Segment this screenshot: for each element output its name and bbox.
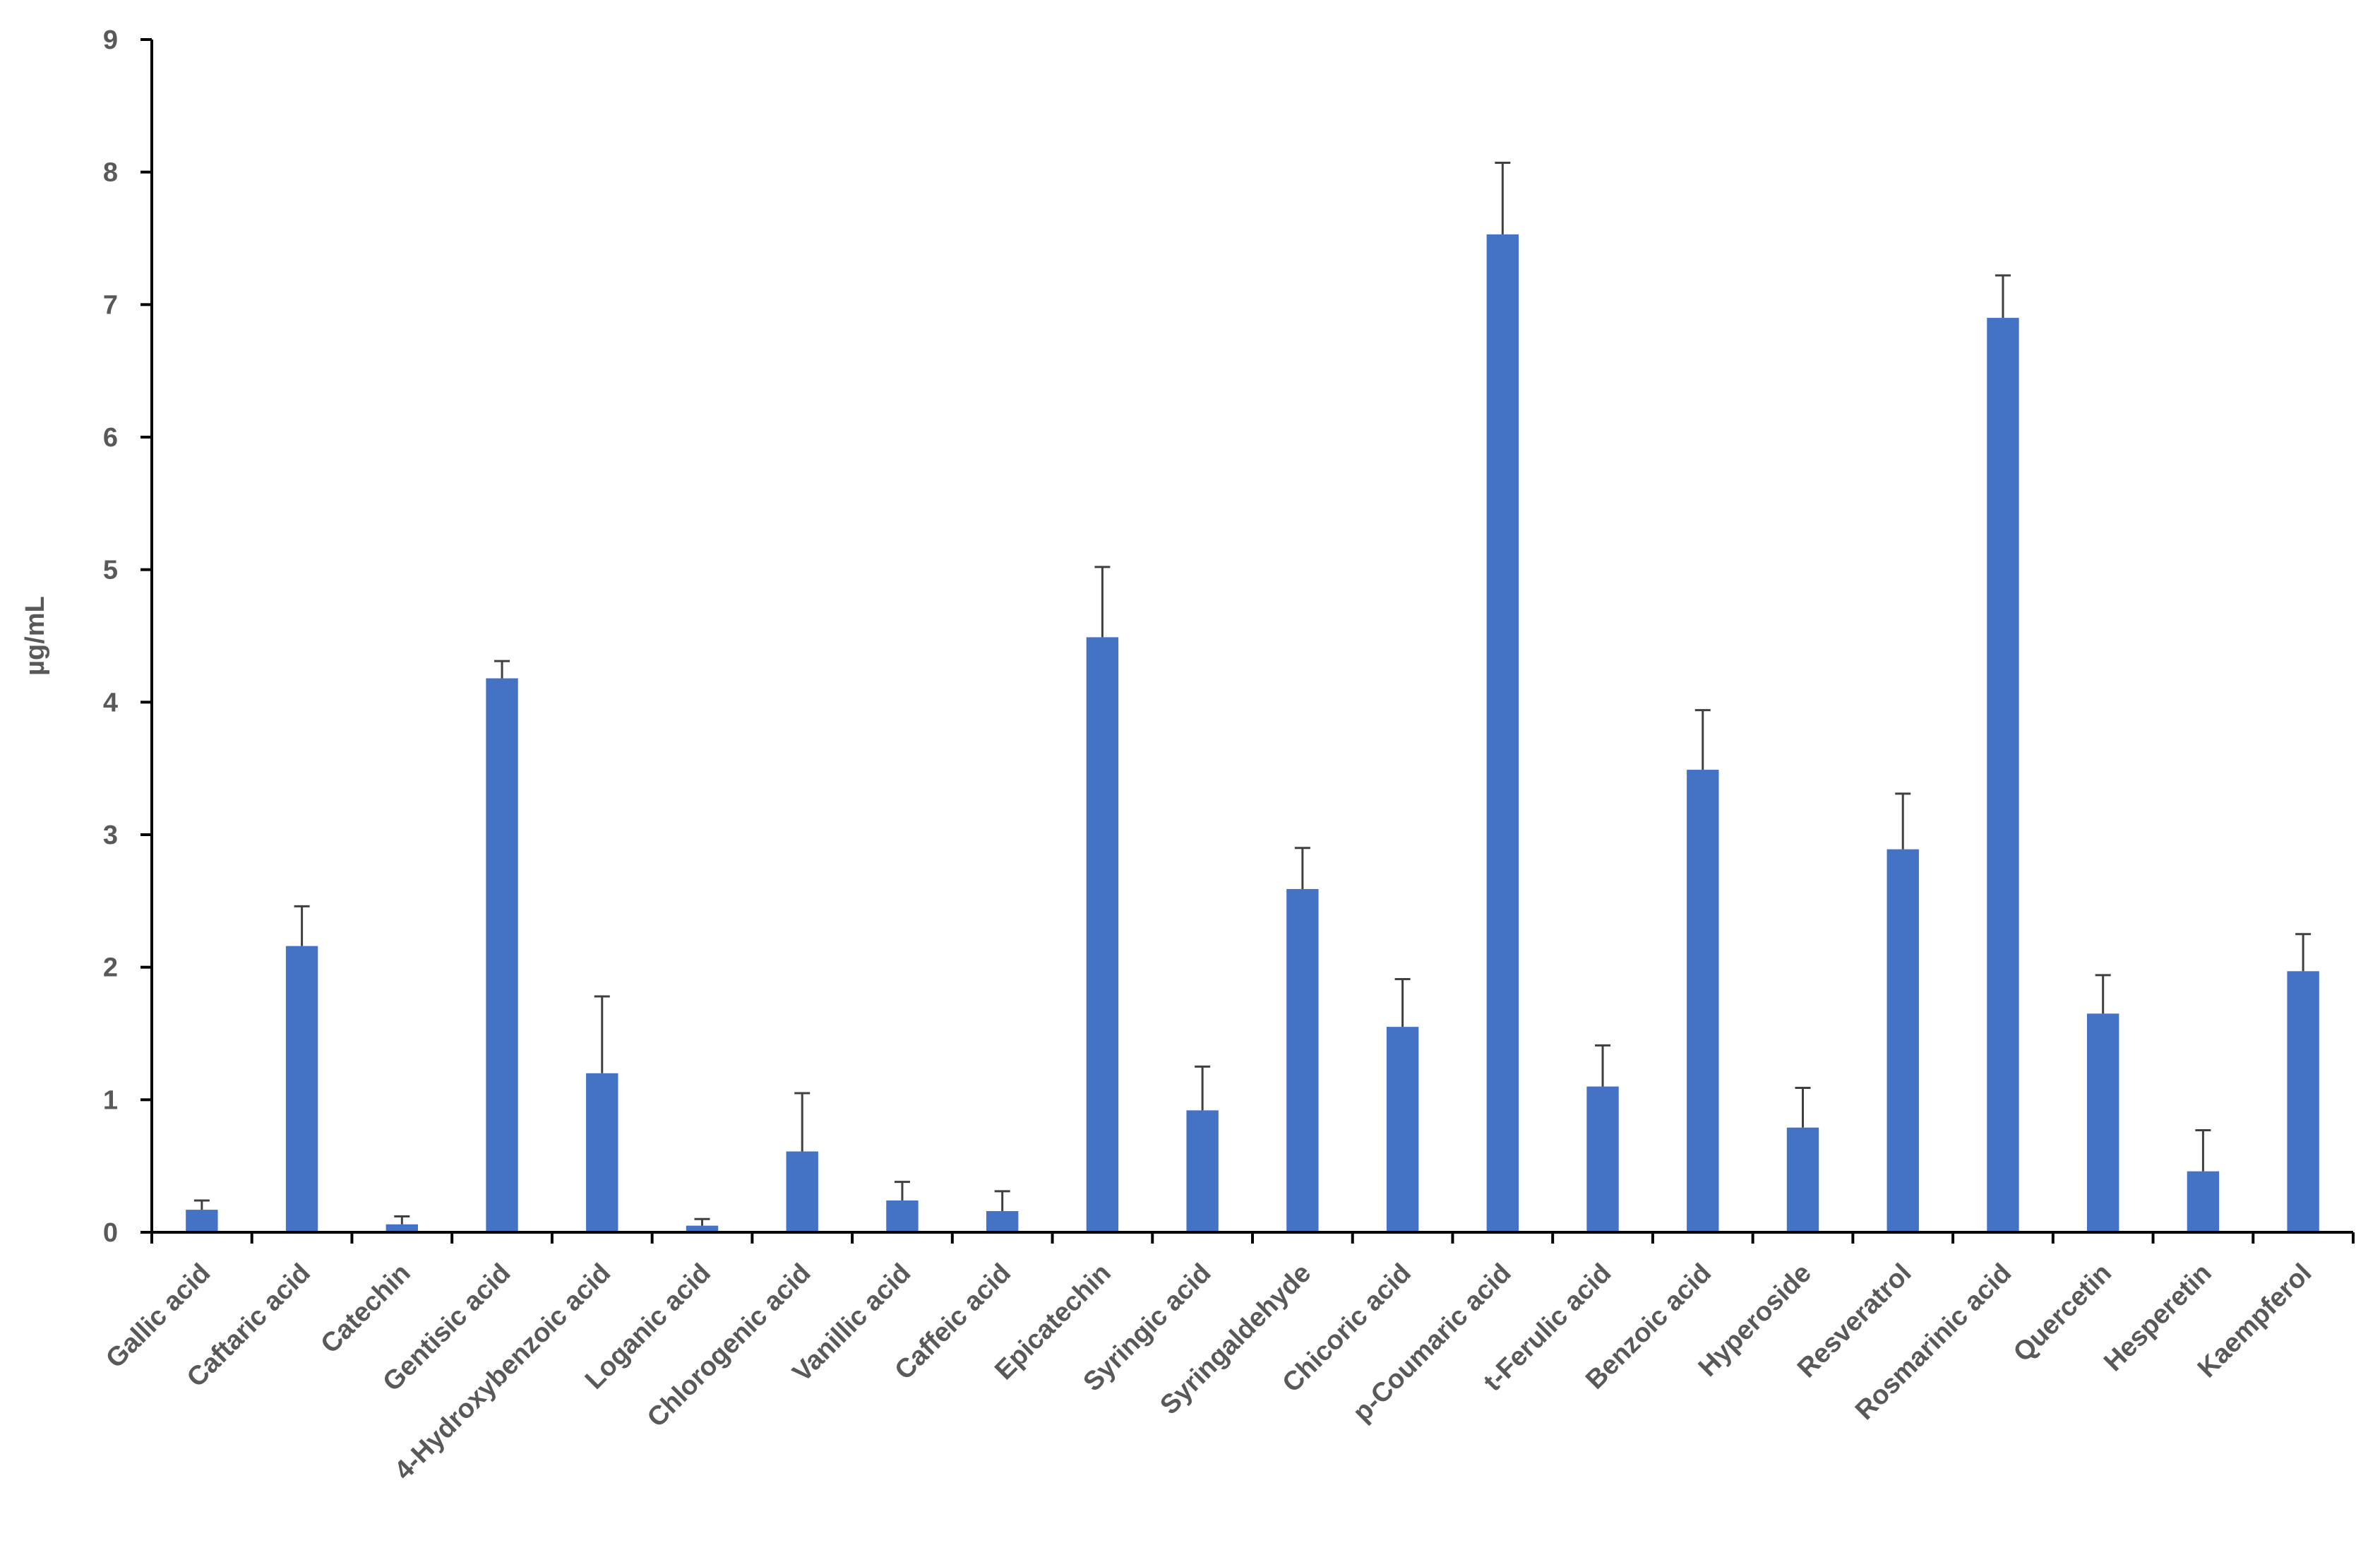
bar <box>986 1210 1019 1232</box>
x-category-label: Quercetin <box>2008 1258 2117 1368</box>
y-tick-label: 3 <box>103 821 118 850</box>
x-category-label: Chlorogenic acid <box>642 1258 817 1434</box>
bar <box>786 1151 818 1232</box>
error-bar <box>394 1215 410 1225</box>
bar <box>886 1200 919 1232</box>
error-bar <box>294 905 310 946</box>
bars-layer <box>186 234 2319 1233</box>
error-bar <box>193 1199 210 1210</box>
y-tick-label: 1 <box>103 1085 118 1115</box>
error-bar <box>1795 1086 1811 1128</box>
bar <box>2187 1171 2220 1232</box>
bar <box>2287 971 2319 1232</box>
x-axis-ticks <box>150 1232 2355 1244</box>
error-bar <box>1394 978 1411 1027</box>
error-bar <box>2295 933 2312 972</box>
error-bar <box>1694 709 1711 770</box>
x-category-label: Catechin <box>316 1258 417 1359</box>
error-bar <box>994 1190 1010 1211</box>
bar <box>1186 1110 1219 1232</box>
error-bars-layer <box>193 162 2312 1226</box>
error-bar <box>2095 974 2111 1014</box>
bar <box>1586 1086 1619 1232</box>
error-bar <box>894 1181 910 1200</box>
bar <box>486 678 518 1232</box>
y-tick-label: 2 <box>103 953 118 983</box>
bar <box>1086 637 1119 1232</box>
error-bar <box>494 660 510 679</box>
y-tick-label: 4 <box>103 688 118 717</box>
error-bar <box>1995 274 2011 318</box>
error-bar <box>594 995 610 1073</box>
error-bar <box>794 1092 811 1152</box>
bar <box>686 1225 719 1232</box>
error-bar <box>1595 1044 1611 1087</box>
error-bar <box>1195 1065 1211 1111</box>
bar <box>1987 318 2019 1233</box>
error-bar <box>2195 1128 2211 1172</box>
bar <box>186 1210 218 1232</box>
y-tick-label: 9 <box>103 25 118 55</box>
bar <box>385 1224 418 1232</box>
error-bar <box>1895 792 1911 850</box>
bar <box>586 1073 618 1232</box>
bar <box>285 946 318 1232</box>
error-bar <box>1294 847 1310 889</box>
bar <box>1486 234 1519 1232</box>
error-bar <box>1495 162 1511 234</box>
y-tick-label: 0 <box>103 1218 118 1248</box>
y-tick-label: 5 <box>103 556 118 585</box>
bar <box>1786 1127 1819 1232</box>
bar <box>1687 770 1719 1232</box>
bar <box>1386 1027 1419 1232</box>
bar <box>2087 1013 2119 1232</box>
y-axis-ticks: 0 1 2 3 4 5 6 7 8 9 <box>103 25 152 1248</box>
y-tick-label: 7 <box>103 290 118 320</box>
y-axis-title: µg/mL <box>20 596 50 676</box>
y-tick-label: 6 <box>103 423 118 453</box>
error-bar <box>694 1217 710 1226</box>
bar <box>1886 849 1919 1232</box>
error-bar <box>1094 566 1111 638</box>
y-tick-label: 8 <box>103 158 118 188</box>
bar <box>1286 888 1319 1232</box>
